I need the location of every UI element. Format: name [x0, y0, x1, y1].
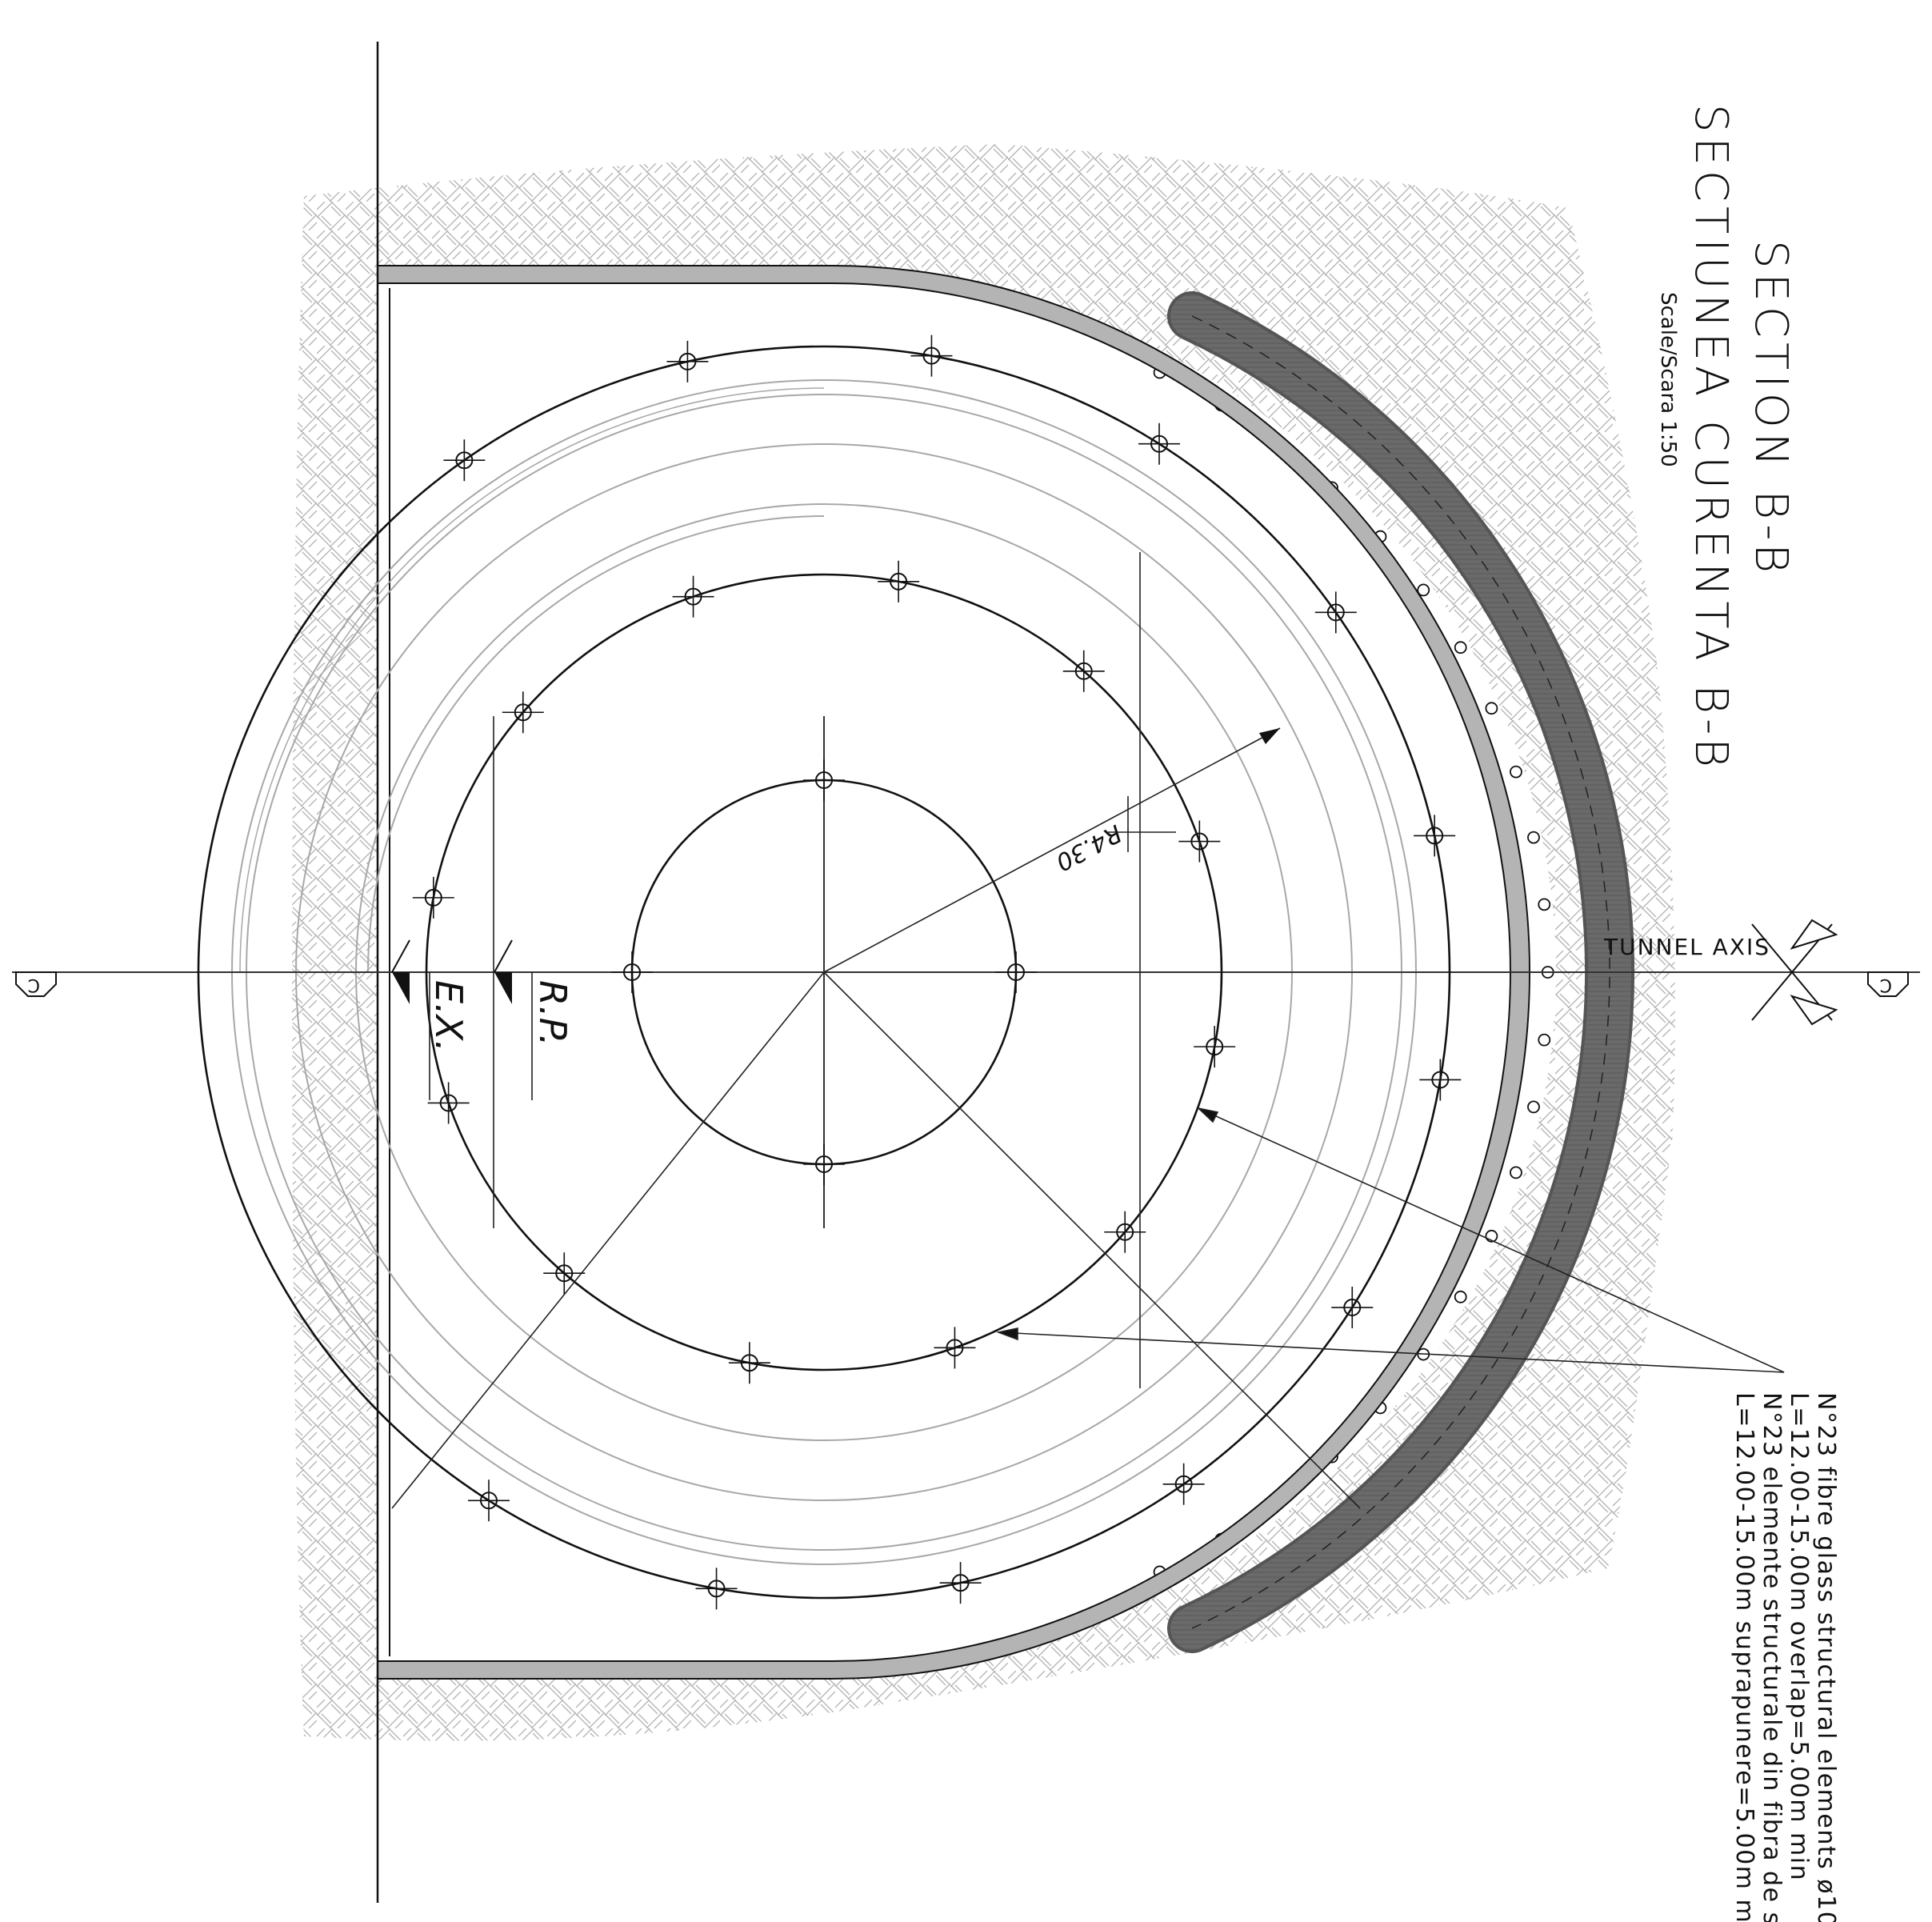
fibre-glass-element	[1454, 641, 1467, 655]
drill-point-cross	[695, 1568, 738, 1610]
section-marker-right: C	[1867, 971, 1909, 997]
drill-point-cross	[1414, 815, 1456, 857]
fibre-glass-element	[1527, 831, 1540, 844]
outer-drill-ring	[197, 345, 1451, 1600]
drill-point-cross	[939, 1562, 982, 1604]
drill-point-cross	[728, 1342, 770, 1384]
note-line4: L=12.00-15.00m suprapunere=5.00m min	[1730, 1392, 1758, 1922]
tunnel-axis-label: TUNNEL AXIS	[1603, 934, 1770, 960]
fibre-glass-element	[1454, 1290, 1467, 1303]
drill-point-cross	[803, 759, 845, 801]
ex-label: E.X.	[427, 980, 470, 1052]
drill-point-cross	[995, 951, 1037, 993]
drill-point-cross	[803, 1143, 845, 1185]
drill-point-cross	[666, 340, 709, 382]
drill-point-cross	[1062, 650, 1105, 692]
level-marks: E.X. R.P.	[391, 939, 574, 1052]
note-line2: L=12.00-15.00m overlap=5.00m min	[1785, 1392, 1813, 1881]
fibre-glass-element	[1527, 1100, 1540, 1114]
svg-text:C: C	[28, 975, 40, 995]
fibre-glass-element	[1538, 898, 1551, 911]
fibre-glass-element	[1485, 1229, 1498, 1243]
fibre-glass-element	[1538, 1033, 1551, 1047]
title-block: SECTION B-B SECTIUNEA CURENTA B-B Scale/…	[1656, 104, 1797, 772]
drill-point-cross	[910, 334, 953, 377]
fibre-glass-element	[1510, 765, 1522, 779]
note-line1: N°23 fibre glass structural elements ø10…	[1812, 1392, 1840, 1922]
ex-triangle	[392, 972, 410, 1004]
drill-point-cross	[1194, 1026, 1236, 1068]
drill-point-cross	[502, 691, 544, 734]
drill-point-cross	[427, 1082, 470, 1124]
note-line3: N°23 elemente structurale din fibra de s…	[1758, 1392, 1786, 1922]
drill-point-cross	[1314, 591, 1357, 634]
title-line1: SECTION B-B	[1745, 240, 1797, 578]
middle-drill-ring	[425, 573, 1223, 1371]
fibre-glass-element	[1510, 1166, 1522, 1179]
drill-point-cross	[1178, 820, 1221, 863]
drill-point-cross	[1331, 1287, 1374, 1329]
drill-points	[412, 334, 1462, 1610]
drill-point-cross	[1419, 1059, 1462, 1101]
drill-point-cross	[1162, 1463, 1205, 1505]
fibre-glass-element	[1485, 702, 1498, 715]
construction-lines	[391, 552, 1361, 1509]
drill-point-cross	[934, 1327, 976, 1369]
drill-point-cross	[611, 951, 653, 993]
fibre-glass-note: N°23 fibre glass structural elements ø10…	[1730, 1392, 1840, 1922]
drill-point-cross	[467, 1480, 510, 1522]
drill-point-cross	[1138, 422, 1181, 465]
drill-point-cross	[878, 560, 920, 603]
note-leaders	[996, 1107, 1785, 1373]
fibre-glass-element	[1417, 583, 1430, 597]
drill-point-cross	[443, 439, 486, 482]
section-marker-left: C	[15, 971, 57, 997]
title-line2: SECTIUNEA CURENTA B-B	[1685, 104, 1737, 772]
rp-triangle	[494, 972, 512, 1004]
drill-point-cross	[412, 876, 454, 919]
drill-point-cross	[672, 575, 714, 618]
rp-label: R.P.	[531, 980, 574, 1047]
scale-label: Scale/Scara 1:50	[1656, 292, 1680, 467]
drill-point-cross	[1104, 1211, 1146, 1253]
svg-text:C: C	[1880, 975, 1892, 995]
drill-point-cross	[543, 1252, 586, 1295]
tunnel-axis-arrows	[1751, 919, 1838, 1026]
